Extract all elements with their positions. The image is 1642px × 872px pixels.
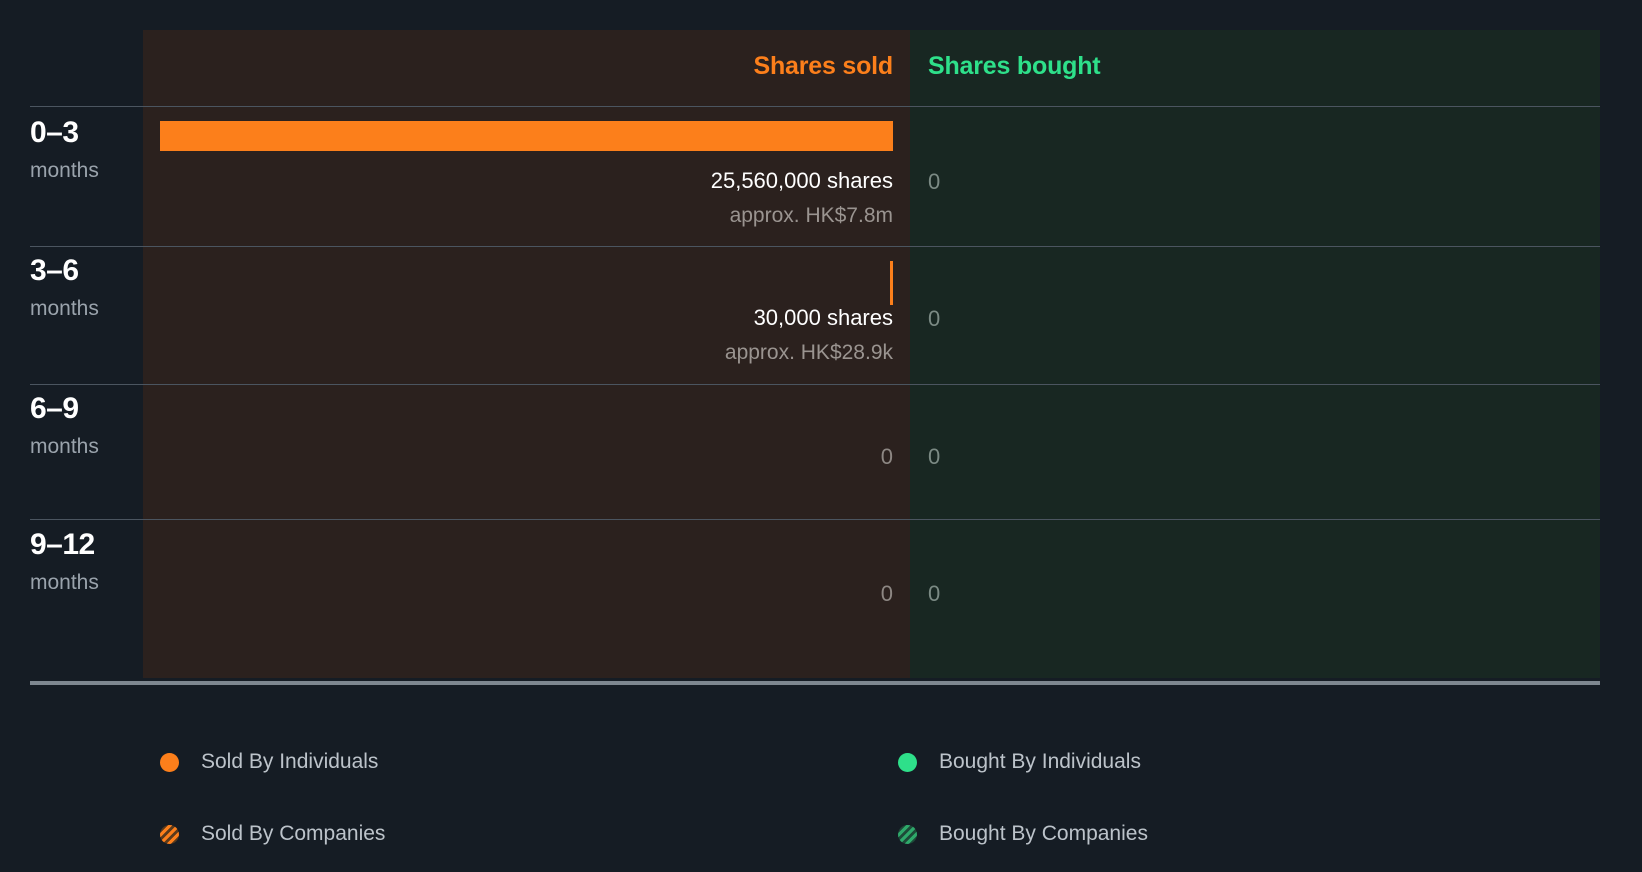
row-separator [30, 246, 1600, 247]
row-label-3-6-months: 3–6 months [30, 254, 140, 320]
row-separator [30, 384, 1600, 385]
row-unit: months [30, 297, 99, 320]
legend-item-sold-by-individuals[interactable]: Sold By Individuals [160, 750, 378, 774]
shares-sold-value-0-3: 25,560,000 shares approx. HK$7.8m [143, 168, 893, 227]
shares-bought-column-panel [910, 30, 1600, 678]
shares-sold-value-9-12: 0 [143, 583, 893, 605]
baseline-axis [30, 681, 1600, 685]
row-range: 0–3 [30, 116, 79, 149]
row-unit: months [30, 159, 99, 182]
shares-sold-count: 30,000 shares [753, 305, 893, 330]
hatched-green-circle-icon [898, 824, 917, 844]
row-label-6-9-months: 6–9 months [30, 392, 140, 458]
shares-sold-approx: approx. HK$28.9k [724, 341, 893, 364]
shares-sold-count: 25,560,000 shares [710, 168, 893, 193]
row-separator [30, 106, 1600, 107]
row-range: 6–9 [30, 392, 79, 425]
row-label-0-3-months: 0–3 months [30, 116, 140, 182]
hatched-orange-circle-icon [160, 824, 179, 844]
shares-bought-column-header: Shares bought [928, 52, 1101, 80]
legend-item-bought-by-companies[interactable]: Bought By Companies [898, 822, 1148, 846]
solid-green-circle-icon [898, 752, 917, 772]
shares-sold-value-3-6: 30,000 shares approx. HK$28.9k [143, 305, 893, 364]
shares-sold-bar [890, 261, 893, 305]
legend-label: Sold By Companies [201, 822, 386, 845]
row-label-9-12-months: 9–12 months [30, 528, 140, 594]
row-range: 9–12 [30, 528, 95, 561]
shares-bought-value-0-3: 0 [928, 169, 941, 194]
row-unit: months [30, 435, 99, 458]
shares-bought-value-3-6: 0 [928, 306, 941, 331]
shares-sold-bar [160, 121, 893, 151]
row-separator [30, 519, 1600, 520]
shares-sold-approx: approx. HK$7.8m [729, 204, 893, 227]
shares-bought-value-9-12: 0 [928, 581, 941, 606]
shares-sold-value-6-9: 0 [143, 446, 893, 468]
legend-label: Bought By Individuals [939, 750, 1141, 773]
legend-item-bought-by-individuals[interactable]: Bought By Individuals [898, 750, 1141, 774]
shares-sold-column-header: Shares sold [753, 52, 893, 80]
solid-orange-circle-icon [160, 752, 179, 772]
shares-sold-count: 0 [880, 581, 893, 606]
row-unit: months [30, 571, 99, 594]
row-range: 3–6 [30, 254, 79, 287]
shares-sold-count: 0 [880, 444, 893, 469]
legend-label: Bought By Companies [939, 822, 1148, 845]
legend-item-sold-by-companies[interactable]: Sold By Companies [160, 822, 385, 846]
legend-label: Sold By Individuals [201, 750, 379, 773]
shares-bought-value-6-9: 0 [928, 444, 941, 469]
